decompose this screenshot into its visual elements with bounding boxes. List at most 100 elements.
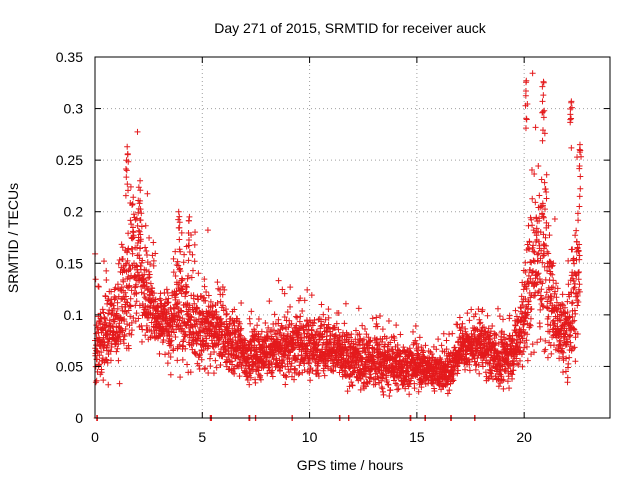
data-point bbox=[202, 365, 209, 372]
data-point bbox=[284, 333, 291, 340]
data-point bbox=[548, 284, 555, 291]
data-point bbox=[519, 301, 526, 308]
data-point bbox=[123, 293, 130, 300]
data-point bbox=[191, 241, 198, 248]
data-point bbox=[229, 337, 236, 344]
data-point bbox=[543, 195, 550, 202]
data-point bbox=[201, 294, 208, 301]
data-point bbox=[348, 379, 355, 386]
data-point bbox=[100, 377, 107, 384]
data-point bbox=[128, 327, 135, 334]
data-point bbox=[132, 318, 139, 325]
data-point bbox=[512, 329, 519, 336]
data-point bbox=[217, 298, 224, 305]
data-point bbox=[201, 283, 208, 290]
data-point bbox=[476, 320, 483, 327]
data-point bbox=[315, 370, 322, 377]
data-point bbox=[152, 296, 159, 303]
data-point bbox=[568, 115, 575, 122]
data-point bbox=[557, 317, 564, 324]
data-point bbox=[288, 373, 295, 380]
data-point bbox=[162, 351, 169, 358]
data-point bbox=[173, 288, 180, 295]
data-point bbox=[241, 340, 248, 347]
data-point bbox=[524, 357, 531, 364]
data-point bbox=[230, 319, 237, 326]
y-tick-label: 0 bbox=[75, 410, 83, 426]
data-point bbox=[368, 374, 375, 381]
data-point bbox=[306, 369, 313, 376]
data-point bbox=[374, 373, 381, 380]
data-point bbox=[575, 276, 582, 283]
data-point bbox=[297, 295, 304, 302]
data-point bbox=[210, 370, 217, 377]
data-point bbox=[214, 279, 221, 286]
y-tick-label: 0.15 bbox=[56, 255, 83, 271]
data-point bbox=[487, 328, 494, 335]
data-point bbox=[304, 318, 311, 325]
data-point bbox=[525, 298, 532, 305]
data-point bbox=[539, 127, 546, 134]
data-point bbox=[378, 367, 385, 374]
data-point bbox=[251, 328, 258, 335]
data-point bbox=[268, 369, 275, 376]
data-point bbox=[568, 99, 575, 106]
data-point bbox=[231, 306, 238, 313]
data-point bbox=[418, 384, 425, 391]
data-point bbox=[192, 350, 199, 357]
data-point bbox=[574, 210, 581, 217]
data-point bbox=[252, 379, 259, 386]
data-point bbox=[544, 354, 551, 361]
data-point bbox=[134, 222, 141, 229]
data-point bbox=[530, 248, 537, 255]
data-point bbox=[551, 215, 558, 222]
data-point bbox=[141, 290, 148, 297]
data-point bbox=[530, 242, 537, 249]
data-point bbox=[562, 368, 569, 375]
data-point bbox=[575, 247, 582, 254]
data-point bbox=[150, 257, 157, 264]
data-point bbox=[197, 351, 204, 358]
data-point bbox=[356, 342, 363, 349]
data-point bbox=[542, 346, 549, 353]
data-point bbox=[576, 203, 583, 210]
data-point bbox=[540, 231, 547, 238]
data-point bbox=[127, 266, 134, 273]
data-point bbox=[479, 306, 486, 313]
data-point bbox=[134, 269, 141, 276]
data-point bbox=[491, 335, 498, 342]
data-point bbox=[191, 258, 198, 265]
data-point bbox=[535, 270, 542, 277]
data-point bbox=[204, 227, 211, 234]
data-point bbox=[534, 251, 541, 258]
data-point bbox=[436, 354, 443, 361]
data-point bbox=[523, 115, 530, 122]
data-point bbox=[244, 376, 251, 383]
data-point bbox=[348, 331, 355, 338]
data-point bbox=[226, 320, 233, 327]
data-point bbox=[508, 370, 515, 377]
data-point bbox=[247, 374, 254, 381]
data-point bbox=[309, 367, 316, 374]
data-point bbox=[571, 326, 578, 333]
data-point bbox=[114, 299, 121, 306]
data-point bbox=[112, 295, 119, 302]
data-point bbox=[522, 125, 529, 132]
data-point bbox=[387, 339, 394, 346]
data-point bbox=[113, 348, 120, 355]
data-point bbox=[482, 369, 489, 376]
data-point bbox=[542, 185, 549, 192]
data-point bbox=[561, 304, 568, 311]
data-point bbox=[174, 258, 181, 265]
data-point bbox=[180, 259, 187, 266]
data-point bbox=[127, 295, 134, 302]
data-point bbox=[515, 361, 522, 368]
data-point bbox=[576, 288, 583, 295]
data-point bbox=[128, 331, 135, 338]
data-point bbox=[391, 337, 398, 344]
data-point bbox=[466, 317, 473, 324]
data-point bbox=[359, 322, 366, 329]
data-point bbox=[535, 238, 542, 245]
data-point bbox=[356, 337, 363, 344]
